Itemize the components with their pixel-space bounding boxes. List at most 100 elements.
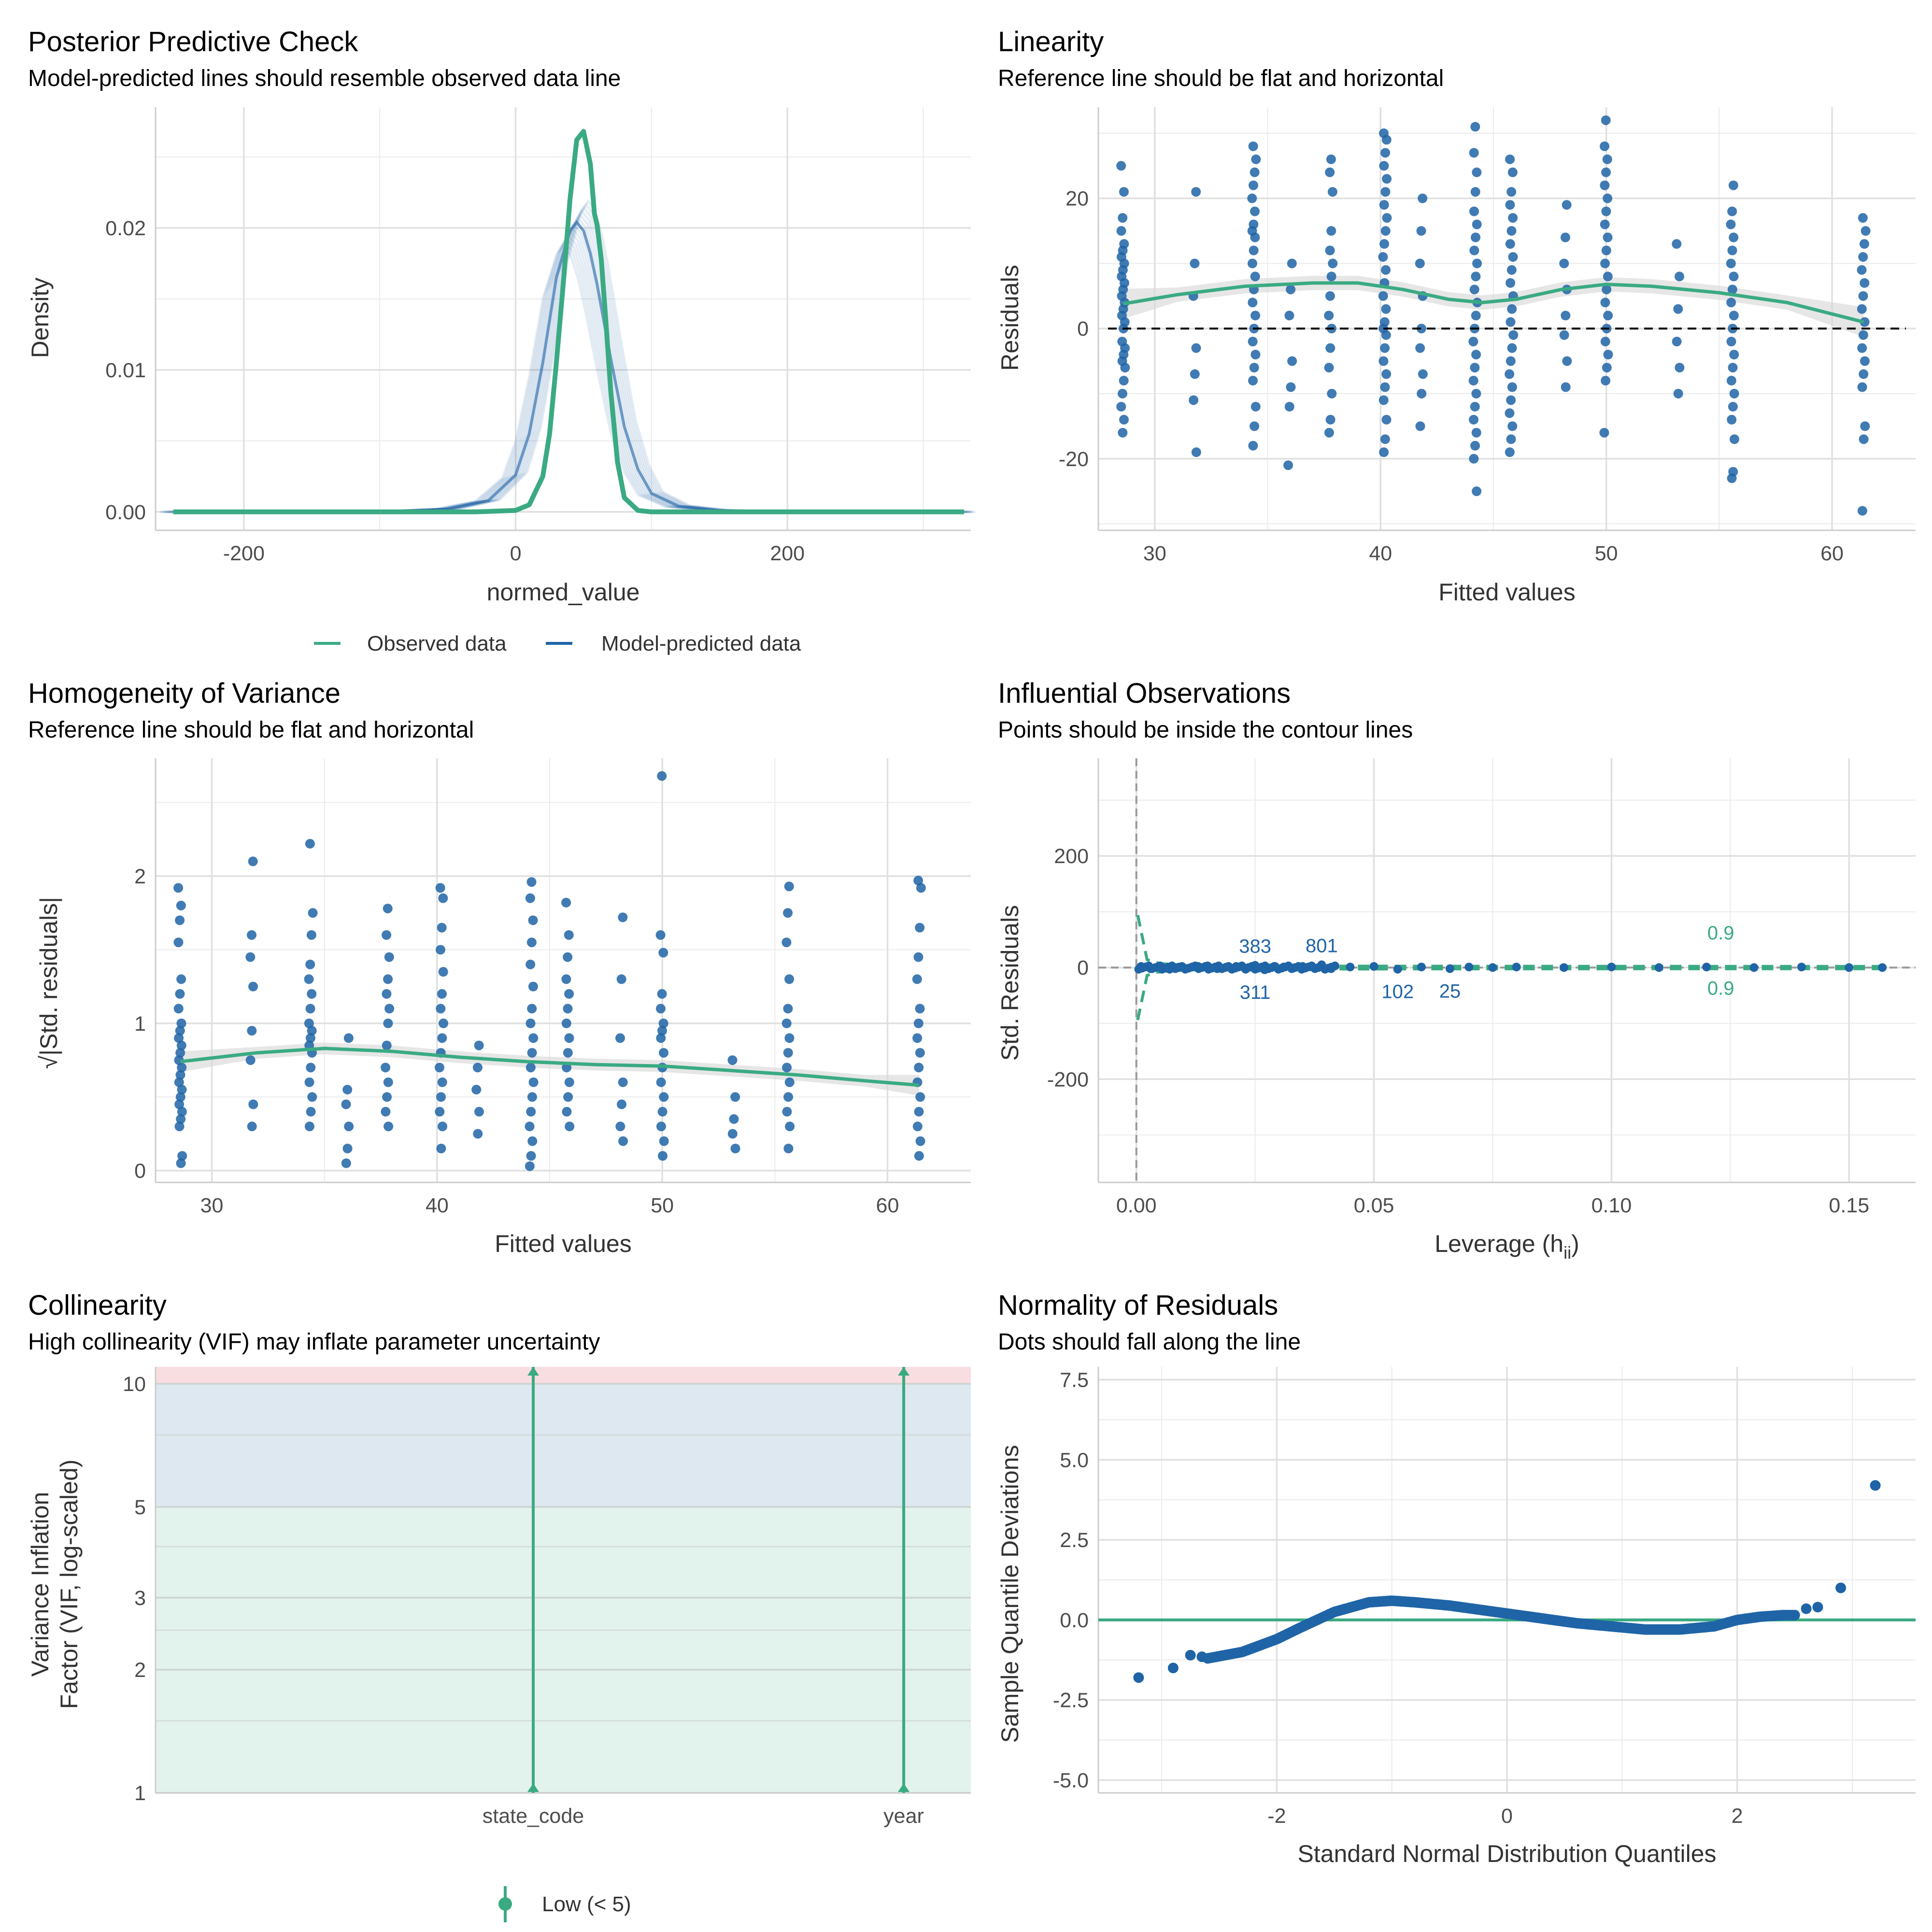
quantile-point (1133, 1672, 1144, 1683)
residual-point (1469, 284, 1479, 295)
residual-point (1857, 382, 1867, 392)
inf-x-tick-label: 0.15 (1829, 1194, 1869, 1217)
residual-point (1505, 447, 1515, 457)
std-residual-point (526, 1063, 536, 1073)
residual-point (1601, 115, 1611, 125)
lin-y-tick-label: -20 (1059, 448, 1089, 471)
std-residual-point (305, 1004, 315, 1014)
residual-point (1250, 311, 1261, 321)
residual-point (1600, 337, 1610, 347)
inf-y-tick-label: -200 (1047, 1068, 1089, 1091)
residual-point (1326, 271, 1336, 282)
std-residual-point (435, 1063, 445, 1073)
std-residual-point (305, 1033, 315, 1043)
std-residual-point (383, 974, 393, 984)
observation-point (1222, 963, 1231, 972)
residual-point (1559, 330, 1569, 340)
residual-point (1249, 245, 1259, 256)
observation-point (1607, 963, 1616, 972)
std-residual-point (618, 912, 628, 923)
observation-point (1417, 963, 1426, 972)
hov-ylabel: √|Std. residuals| (35, 897, 62, 1069)
col-y-tick-label: 5 (134, 1496, 146, 1519)
residual-point (1382, 174, 1392, 184)
quantile-point (1167, 1662, 1179, 1674)
std-residual-point (437, 1077, 447, 1087)
quantile-point (1789, 1609, 1800, 1620)
panel-influential: Influential Observations Points should b… (996, 678, 1916, 1263)
std-residual-point (384, 1004, 395, 1014)
residual-point (1603, 271, 1613, 282)
residual-point (1116, 226, 1126, 236)
residual-point (1471, 271, 1481, 282)
ppc-y-tick-label: 0.02 (105, 217, 146, 240)
model-predicted-draw-line (167, 230, 959, 513)
std-residual-point (436, 1092, 446, 1102)
observation-point (1165, 965, 1174, 974)
residual-point (1857, 304, 1867, 314)
residual-point (1726, 298, 1736, 308)
residual-point (1472, 486, 1482, 497)
residual-point (1324, 363, 1334, 373)
observation-point (1488, 963, 1497, 972)
std-residual-point (174, 1122, 185, 1132)
std-residual-point (912, 1122, 923, 1132)
contour-line-upper (1136, 914, 1883, 968)
observation-point (1279, 963, 1288, 972)
std-residual-point (526, 1018, 536, 1028)
observation-point (1203, 961, 1212, 970)
hov-smooth-band (180, 1042, 919, 1096)
col-y-tick-label: 10 (123, 1373, 146, 1396)
std-residual-point (561, 974, 571, 984)
std-residual-point (435, 1107, 445, 1117)
residual-point (1600, 298, 1610, 308)
std-residual-point (474, 1040, 484, 1051)
std-residual-point (525, 893, 535, 903)
observation-point (1232, 962, 1241, 971)
residual-point (1325, 245, 1335, 256)
model-predicted-draw-line (163, 238, 955, 513)
panel-linearity: Linearity Reference line should be flat … (996, 26, 1916, 606)
std-residual-point (248, 981, 258, 992)
residual-point (1248, 440, 1258, 451)
residual-point (1507, 382, 1517, 392)
residual-point (1247, 258, 1257, 269)
std-residual-point (248, 1099, 258, 1109)
std-residual-point (526, 959, 536, 969)
std-residual-point (913, 1018, 923, 1028)
std-residual-point (564, 930, 574, 940)
residual-point (1508, 252, 1518, 262)
residual-point (1191, 343, 1201, 353)
std-residual-point (656, 1033, 666, 1043)
residual-point (1860, 278, 1870, 288)
residual-point (1508, 213, 1518, 223)
std-residual-point (306, 930, 316, 940)
std-residual-point (528, 1033, 539, 1043)
residual-point (1250, 206, 1260, 216)
observation-point (1241, 965, 1250, 974)
std-residual-point (915, 1048, 925, 1058)
std-residual-point (176, 1018, 186, 1028)
std-residual-point (436, 1143, 446, 1153)
std-residual-point (565, 1122, 575, 1132)
lin-x-tick-label: 40 (1369, 542, 1392, 565)
observation-point (1136, 962, 1146, 971)
residual-point (1858, 213, 1868, 223)
model-predicted-draw-line (161, 241, 953, 513)
std-residual-point (383, 1018, 393, 1028)
std-residual-point (564, 989, 574, 999)
lin-subtitle: Reference line should be flat and horizo… (998, 66, 1444, 91)
inf-y-tick-label: 0 (1077, 956, 1089, 980)
std-residual-point (527, 1004, 537, 1014)
residual-point (1675, 363, 1685, 373)
std-residual-point (472, 1063, 483, 1073)
ppc-xlabel: normed_value (487, 579, 640, 606)
residual-point (1672, 337, 1682, 347)
std-residual-point (307, 989, 317, 999)
observation-point (1845, 963, 1854, 972)
observation-point (1878, 963, 1887, 972)
residual-point (1859, 369, 1869, 379)
observation-point (1560, 963, 1569, 972)
std-residual-point (384, 1122, 394, 1132)
lin-title: Linearity (998, 26, 1104, 57)
